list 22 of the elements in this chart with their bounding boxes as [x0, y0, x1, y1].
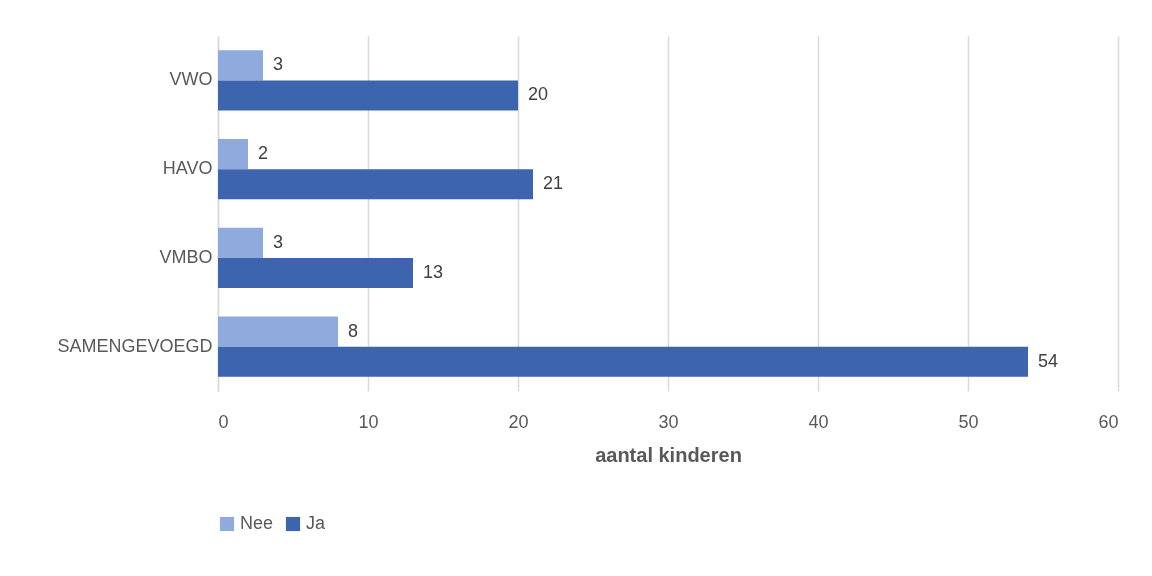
data-label: 2 — [258, 143, 269, 164]
y-tick-label: VMBO — [159, 246, 213, 267]
data-label: 21 — [543, 173, 564, 194]
legend-label: Nee — [240, 513, 274, 533]
y-tick-label: VWO — [169, 69, 213, 90]
y-tick-label: SAMENGEVOEGD — [57, 335, 213, 356]
x-tick-label: 60 — [1098, 411, 1119, 432]
x-tick-label: 40 — [808, 411, 829, 432]
legend-label: Ja — [306, 513, 326, 533]
x-tick-label: 0 — [218, 411, 229, 432]
x-axis-title: aantal kinderen — [595, 443, 742, 466]
data-label: 13 — [423, 261, 444, 282]
x-tick-label: 50 — [958, 411, 979, 432]
data-label: 20 — [528, 84, 549, 105]
data-label: 54 — [1038, 350, 1059, 371]
y-tick-label: HAVO — [162, 158, 213, 179]
x-tick-label: 30 — [658, 411, 679, 432]
data-label: 3 — [273, 54, 284, 75]
data-label: 3 — [273, 231, 284, 252]
x-tick-label: 10 — [358, 411, 379, 432]
x-tick-label: 20 — [508, 411, 529, 432]
data-label: 8 — [348, 320, 359, 341]
